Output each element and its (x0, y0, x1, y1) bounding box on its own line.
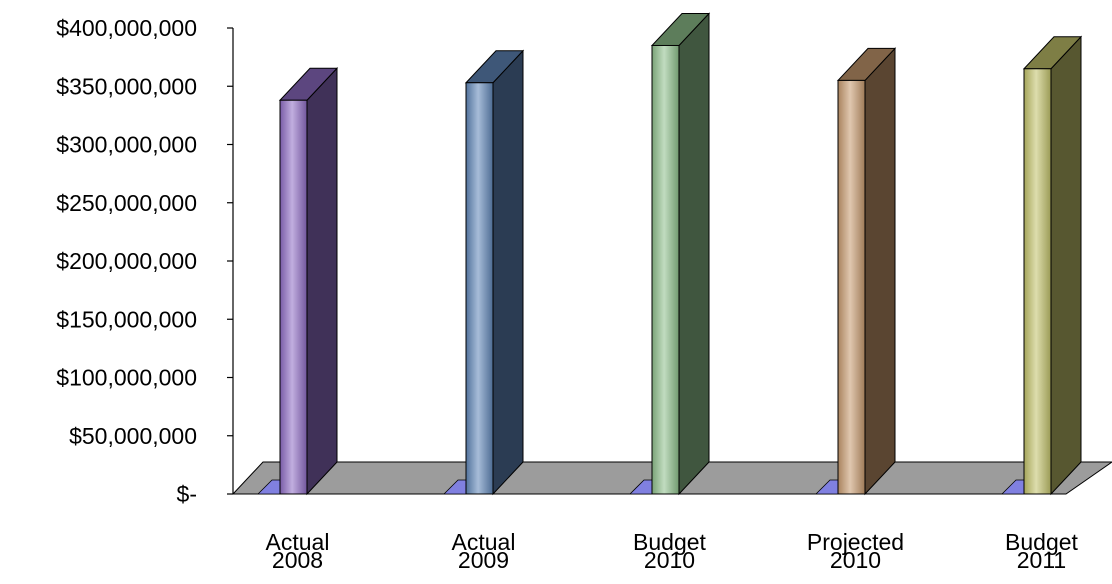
bar-side (1050, 35, 1082, 496)
x-tick-label: Budget 2011 (1005, 529, 1079, 573)
x-tick-label: Projected 2010 (807, 529, 904, 573)
bar-front (837, 79, 866, 495)
y-tick-label: $50,000,000 (69, 423, 197, 449)
y-tick-label: $250,000,000 (56, 190, 197, 216)
bar-side (678, 12, 710, 496)
bar (1022, 35, 1083, 496)
bar (464, 49, 525, 496)
bar-side (864, 47, 896, 496)
y-tick-label: $400,000,000 (56, 15, 197, 41)
x-tick-label: Budget 2010 (633, 529, 707, 573)
y-tick-label: $350,000,000 (56, 73, 197, 99)
bars (257, 12, 1083, 496)
y-axis (227, 27, 234, 495)
y-tick-label: $150,000,000 (56, 306, 197, 332)
bar (278, 66, 339, 496)
x-tick-label: Actual 2008 (266, 529, 330, 573)
bar-side (492, 49, 524, 496)
bar (650, 12, 711, 496)
x-tick-label: Actual 2009 (452, 529, 516, 573)
bar-front (279, 99, 308, 495)
y-tick-labels: $- $50,000,000 $100,000,000 $150,000,000 $20… (56, 15, 197, 507)
bar-front (1023, 68, 1052, 495)
y-tick-label: $300,000,000 (56, 132, 197, 158)
y-tick-label: $100,000,000 (56, 365, 197, 391)
y-tick-label: $- (177, 481, 197, 507)
x-tick-labels: Actual 2008 Actual 2009 Budget 2010 Projected 2… (266, 529, 1079, 573)
bar (836, 47, 897, 496)
bar-side (306, 66, 338, 496)
bar-front (651, 44, 680, 495)
bar-front (465, 82, 494, 495)
y-tick-label: $200,000,000 (56, 248, 197, 274)
